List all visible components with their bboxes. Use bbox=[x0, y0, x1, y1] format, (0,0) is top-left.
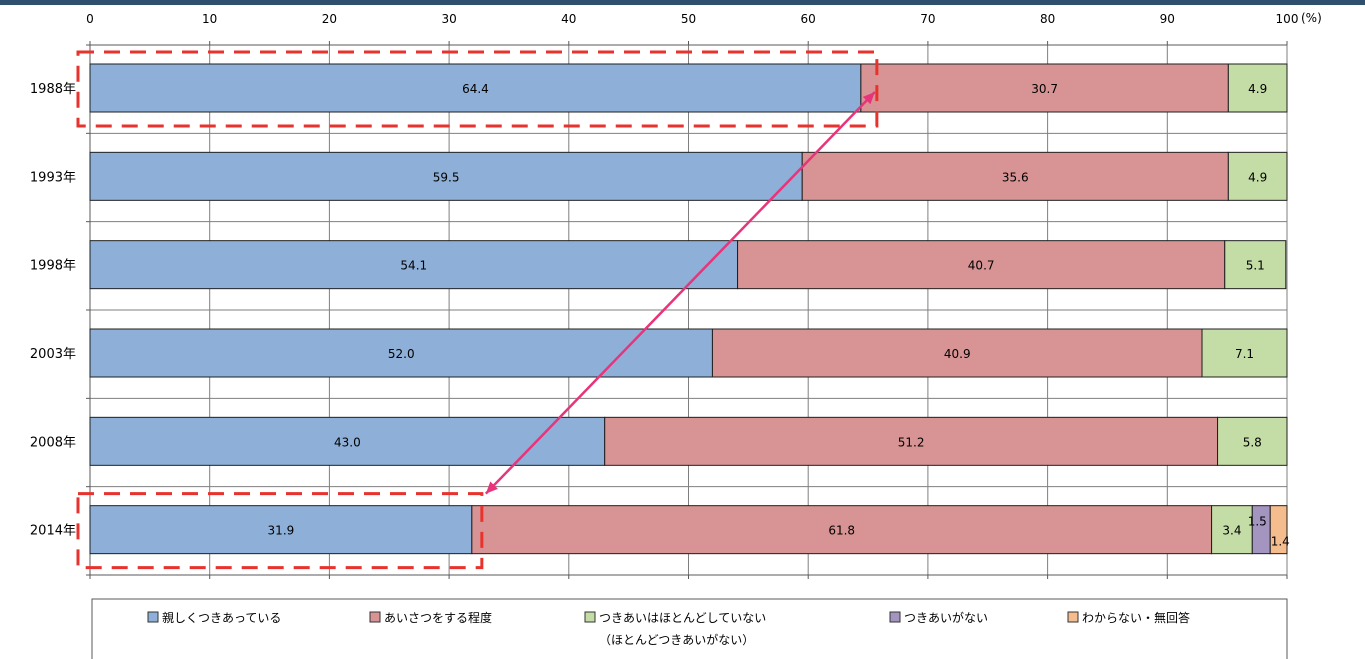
bar-segment bbox=[89, 151, 803, 201]
data-label: 31.9 bbox=[268, 524, 295, 538]
bar-segment bbox=[471, 505, 1213, 555]
arrowhead-start bbox=[862, 92, 875, 105]
data-label: 40.9 bbox=[944, 347, 971, 361]
legend-label: わからない・無回答 bbox=[1082, 610, 1190, 625]
x-tick-label: 10 bbox=[202, 12, 217, 26]
data-label: 59.5 bbox=[433, 170, 460, 184]
data-label: 4.9 bbox=[1248, 82, 1267, 96]
highlight-box-1988 bbox=[76, 50, 879, 128]
category-label: 1993年 bbox=[30, 170, 76, 185]
bar-segment bbox=[737, 240, 1226, 290]
data-label: 5.1 bbox=[1246, 259, 1265, 273]
data-label: 54.1 bbox=[400, 259, 427, 273]
category-label: 2003年 bbox=[30, 347, 76, 362]
bar-segment bbox=[89, 505, 473, 555]
bar-segment bbox=[1269, 505, 1288, 555]
bar-segment bbox=[1211, 505, 1253, 555]
data-label: 4.9 bbox=[1248, 170, 1267, 184]
bar-segment bbox=[89, 63, 862, 113]
data-label: 51.2 bbox=[898, 435, 925, 449]
bar-segment bbox=[89, 240, 739, 290]
data-label: 35.6 bbox=[1002, 170, 1029, 184]
legend-label: つきあいがない bbox=[904, 610, 988, 625]
bar-segment bbox=[89, 328, 713, 378]
highlight-box-2014 bbox=[76, 492, 484, 570]
data-label: 64.4 bbox=[462, 82, 489, 96]
bar-segment bbox=[1217, 416, 1288, 466]
bar-segment bbox=[604, 416, 1219, 466]
legend-swatch bbox=[889, 611, 901, 623]
bar-segment bbox=[89, 416, 606, 466]
unit-label: (%) bbox=[1301, 11, 1322, 25]
category-label: 1988年 bbox=[30, 82, 76, 97]
x-tick-label: 0 bbox=[86, 12, 94, 26]
category-label: 2008年 bbox=[30, 435, 76, 450]
data-label: 61.8 bbox=[828, 524, 855, 538]
legend-label: 親しくつきあっている bbox=[162, 611, 281, 625]
x-tick-label: 40 bbox=[561, 12, 576, 26]
data-label: 30.7 bbox=[1031, 82, 1058, 96]
arrowhead-end bbox=[485, 481, 498, 494]
data-label: 1.4 bbox=[1271, 535, 1290, 549]
bar-segment bbox=[801, 151, 1229, 201]
bar-segment bbox=[1227, 63, 1288, 113]
data-label: 5.8 bbox=[1243, 435, 1262, 449]
x-tick-label: 20 bbox=[322, 12, 337, 26]
legend-label: あいさつをする程度 bbox=[384, 610, 492, 625]
x-tick-label: 30 bbox=[441, 12, 456, 26]
top-accent-bar bbox=[0, 0, 1365, 5]
legend-swatch bbox=[584, 611, 596, 623]
category-label: 2014年 bbox=[30, 524, 76, 539]
legend-label-line2: （ほとんどつきあいがない） bbox=[599, 632, 754, 647]
x-tick-label: 50 bbox=[681, 12, 696, 26]
trend-arrow-line bbox=[484, 91, 876, 495]
data-label: 3.4 bbox=[1222, 524, 1241, 538]
x-tick-label: 70 bbox=[920, 12, 935, 26]
data-label: 1.5 bbox=[1248, 515, 1267, 529]
x-tick-label: 90 bbox=[1160, 12, 1175, 26]
data-label: 43.0 bbox=[334, 435, 361, 449]
category-label: 1998年 bbox=[30, 259, 76, 274]
legend-box bbox=[91, 598, 1288, 659]
legend-swatch bbox=[369, 611, 381, 623]
bar-segment bbox=[1251, 505, 1271, 555]
bar-segment bbox=[711, 328, 1203, 378]
bar-segment bbox=[1227, 151, 1288, 201]
data-label: 7.1 bbox=[1235, 347, 1254, 361]
x-tick-label: 60 bbox=[801, 12, 816, 26]
x-tick-label: 80 bbox=[1040, 12, 1055, 26]
legend-label: つきあいはほとんどしていない bbox=[599, 611, 766, 625]
data-label: 52.0 bbox=[388, 347, 415, 361]
bar-segment bbox=[1224, 240, 1287, 290]
x-tick-label: 100 bbox=[1276, 12, 1299, 26]
legend-swatch bbox=[1067, 611, 1079, 623]
data-label: 40.7 bbox=[968, 259, 995, 273]
legend-swatch bbox=[147, 611, 159, 623]
bar-segment bbox=[1201, 328, 1288, 378]
